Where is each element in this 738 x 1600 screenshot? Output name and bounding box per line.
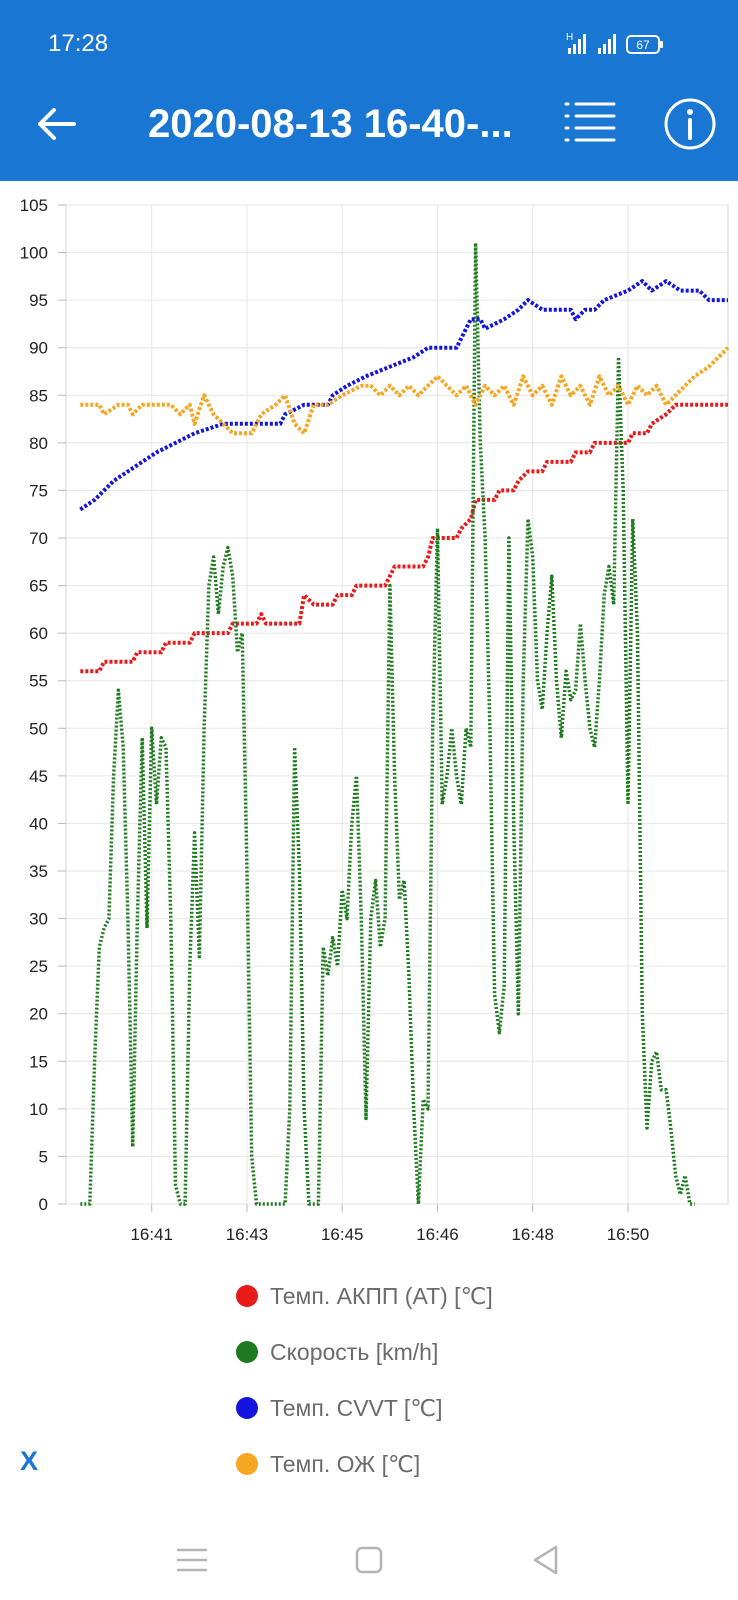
legend-label-coolant-temp: Темп. ОЖ [℃] xyxy=(270,1450,421,1477)
series-coolant-temp xyxy=(80,346,730,436)
x-tick-label: 16:48 xyxy=(511,1225,554,1244)
y-tick-label: 55 xyxy=(29,672,48,691)
y-tick-label: 80 xyxy=(29,434,48,453)
legend-dot-coolant-temp xyxy=(236,1453,258,1475)
legend-item-at-temp[interactable]: Темп. АКПП (AT) [℃] xyxy=(236,1268,493,1324)
menu-nav-icon[interactable] xyxy=(170,1538,214,1582)
app-bar: 17:28 H 67 2020-08-13 16-40-... xyxy=(0,0,738,181)
legend-label-speed: Скорость [km/h] xyxy=(270,1338,439,1365)
legend-item-speed[interactable]: Скорость [km/h] xyxy=(236,1324,493,1380)
back-nav-icon[interactable] xyxy=(524,1538,568,1582)
legend-dot-speed xyxy=(236,1341,258,1363)
list-icon[interactable] xyxy=(562,98,618,150)
y-tick-label: 0 xyxy=(39,1195,48,1214)
chart-legend: Темп. АКПП (AT) [℃] Скорость [km/h] Темп… xyxy=(236,1268,493,1492)
battery-icon: 67 xyxy=(626,35,663,54)
status-time: 17:28 xyxy=(48,30,109,57)
system-nav-bar xyxy=(0,1520,738,1600)
info-icon[interactable] xyxy=(662,96,718,152)
signal-icon xyxy=(598,34,616,54)
y-tick-label: 65 xyxy=(29,577,48,596)
battery-level: 67 xyxy=(636,38,650,52)
y-tick-label: 15 xyxy=(29,1052,48,1071)
y-tick-label: 70 xyxy=(29,529,48,548)
y-tick-label: 5 xyxy=(39,1147,48,1166)
x-tick-label: 16:45 xyxy=(321,1225,364,1244)
y-tick-label: 45 xyxy=(29,767,48,786)
y-tick-label: 40 xyxy=(29,814,48,833)
y-tick-label: 90 xyxy=(29,339,48,358)
status-icons: H 67 xyxy=(566,32,663,54)
legend-dot-at-temp xyxy=(236,1285,258,1307)
legend-label-cvvt-temp: Темп. CVVT [℃] xyxy=(270,1394,443,1421)
y-tick-label: 25 xyxy=(29,957,48,976)
x-tick-label: 16:46 xyxy=(416,1225,459,1244)
y-tick-label: 75 xyxy=(29,481,48,500)
legend-item-cvvt-temp[interactable]: Темп. CVVT [℃] xyxy=(236,1380,493,1436)
y-tick-label: 60 xyxy=(29,624,48,643)
line-chart[interactable]: 0 5 10 15 20 25 30 35 40 45 50 55 60 65 70 75 80 85 90 95 10… xyxy=(0,181,738,1251)
y-tick-label: 100 xyxy=(20,244,48,263)
y-tick-label: 105 xyxy=(20,196,48,215)
series-speed xyxy=(80,241,695,1206)
legend-dot-cvvt-temp xyxy=(236,1397,258,1419)
series-at-temp xyxy=(80,402,728,674)
legend-label-at-temp: Темп. АКПП (AT) [℃] xyxy=(270,1282,493,1309)
y-tick-label: 30 xyxy=(29,910,48,929)
x-tick-label: 16:43 xyxy=(226,1225,269,1244)
legend-item-coolant-temp[interactable]: Темп. ОЖ [℃] xyxy=(236,1436,493,1492)
svg-text:H: H xyxy=(566,32,573,43)
y-tick-label: 10 xyxy=(29,1100,48,1119)
y-tick-label: 85 xyxy=(29,386,48,405)
x-tick-label: 16:41 xyxy=(130,1225,173,1244)
series-cvvt-temp xyxy=(79,279,728,512)
y-tick-label: 95 xyxy=(29,291,48,310)
back-arrow-icon[interactable] xyxy=(32,98,84,150)
y-tick-label: 35 xyxy=(29,862,48,881)
x-tick-label: 16:50 xyxy=(607,1225,650,1244)
plot-frame xyxy=(65,204,729,1205)
page-title: 2020-08-13 16-40-... xyxy=(148,102,513,146)
chart-area[interactable]: 0 5 10 15 20 25 30 35 40 45 50 55 60 65 70 75 80 85 90 95 10… xyxy=(0,181,738,1251)
close-legend-button[interactable]: X xyxy=(20,1446,39,1476)
y-tick-label: 50 xyxy=(29,719,48,738)
signal-h-icon: H xyxy=(566,32,586,54)
y-tick-label: 20 xyxy=(29,1005,48,1024)
home-nav-icon[interactable] xyxy=(347,1538,391,1582)
